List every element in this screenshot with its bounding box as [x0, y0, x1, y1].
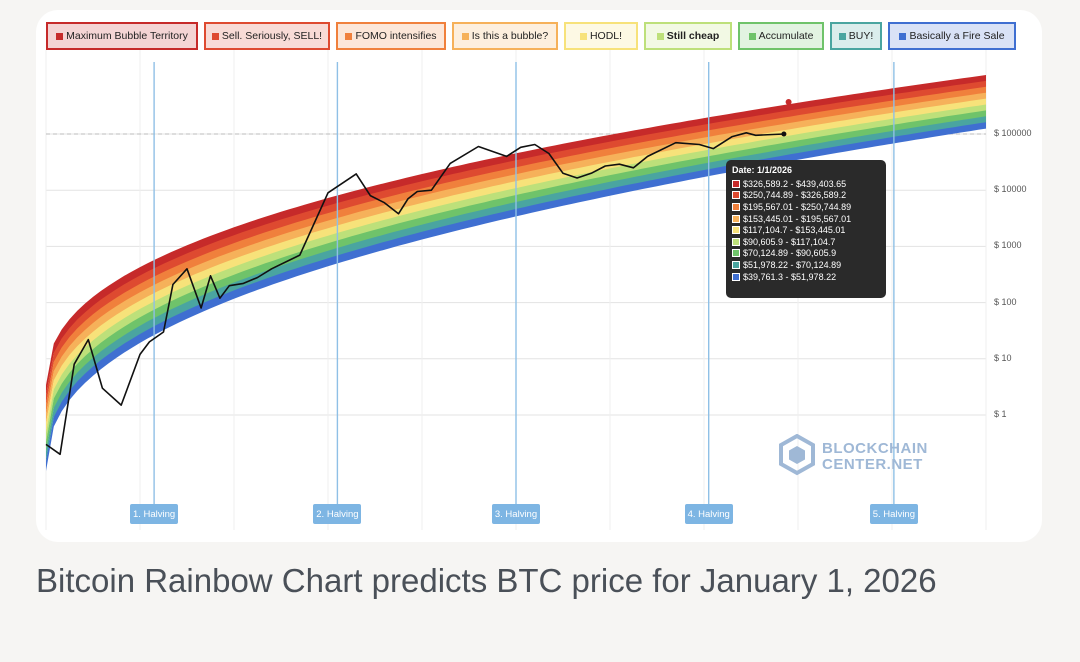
tooltip-swatch: [732, 226, 740, 235]
legend-item-7[interactable]: Accumulate: [738, 22, 824, 50]
tooltip-range: $153,445.01 - $195,567.01: [743, 213, 852, 224]
tooltip-row: $117,104.7 - $153,445.01: [732, 224, 880, 236]
tooltip-swatch: [732, 272, 740, 281]
tooltip-row: $70,124.89 - $90,605.9: [732, 248, 880, 260]
y-tick-label: $ 100: [994, 296, 1017, 307]
legend-swatch: [211, 32, 219, 40]
band-2: [46, 80, 986, 405]
legend-item-1[interactable]: Maximum Bubble Territory: [46, 22, 198, 50]
tooltip-range: $250,744.89 - $326,589.2: [743, 190, 847, 201]
tooltip-ranges: $326,589.2 - $439,403.65 $250,744.89 - $3…: [732, 178, 880, 282]
legend-item-8[interactable]: BUY!: [830, 22, 882, 50]
cube-logo-icon: [779, 434, 815, 476]
legend-label: FOMO intensifies: [355, 30, 437, 42]
tooltip-row: $90,605.9 - $117,104.7: [732, 236, 880, 248]
legend-swatch: [56, 32, 64, 40]
y-tick-label: $ 10000: [994, 184, 1027, 195]
halving-label-3: 3. Halving: [492, 504, 540, 524]
chart-card: Maximum Bubble Territory Sell. Seriously,…: [36, 10, 1042, 542]
y-tick-label: $ 1000: [994, 240, 1022, 251]
band-5: [46, 98, 986, 433]
tooltip-swatch: [732, 237, 740, 246]
tooltip-range: $90,605.9 - $117,104.7: [743, 236, 836, 247]
legend-label: Maximum Bubble Territory: [66, 30, 188, 42]
tooltip-date: Date: 1/1/2026: [732, 165, 793, 175]
price-last-point: [781, 131, 787, 137]
band-9: [46, 122, 986, 471]
tooltip-swatch: [732, 191, 740, 200]
band-1: [46, 75, 986, 395]
tooltip-row: $250,744.89 - $326,589.2: [732, 190, 880, 202]
tooltip-swatch: [732, 260, 740, 269]
legend-label: Is this a bubble?: [471, 30, 549, 42]
caption: Bitcoin Rainbow Chart predicts BTC price…: [36, 562, 937, 599]
legend-swatch: [899, 32, 907, 40]
y-tick-label: $ 100000: [994, 128, 1032, 138]
forecast-point: [785, 99, 792, 105]
legend-item-9[interactable]: Basically a Fire Sale: [888, 22, 1016, 50]
tooltip-row: $153,445.01 - $195,567.01: [732, 213, 880, 225]
tooltip-row: $195,567.01 - $250,744.89: [732, 201, 880, 213]
tooltip-range: $117,104.7 - $153,445.01: [743, 225, 846, 236]
tooltip-row: $326,589.2 - $439,403.65: [732, 178, 880, 190]
legend-item-6[interactable]: Still cheap: [644, 22, 732, 50]
tooltip: Date: 1/1/2026 $326,589.2 - $439,403.65 $…: [726, 160, 886, 298]
logo-text-line1: BLOCKCHAIN: [822, 440, 928, 457]
legend-item-4[interactable]: Is this a bubble?: [452, 22, 558, 50]
legend-swatch: [656, 32, 664, 40]
y-tick-label: $ 10: [994, 352, 1012, 363]
halving-lines: [153, 62, 895, 506]
tooltip-swatch: [732, 179, 740, 188]
legend-item-2[interactable]: Sell. Seriously, SELL!: [204, 22, 330, 50]
legend-label: BUY!: [848, 30, 874, 42]
band-4: [46, 92, 986, 424]
legend-label: Still cheap: [666, 30, 720, 42]
legend-swatch: [579, 32, 587, 40]
legend-label: HODL!: [589, 30, 623, 42]
legend-swatch: [748, 32, 756, 40]
halving-label-1: 1. Halving: [130, 504, 179, 524]
tooltip-row: $51,978.22 - $70,124.89: [732, 259, 880, 271]
band-6: [46, 104, 986, 443]
legend-label: Sell. Seriously, SELL!: [221, 30, 323, 42]
logo-text-line2: CENTER.NET: [822, 456, 923, 473]
price-line: [45, 132, 784, 456]
legend-item-3[interactable]: FOMO intensifies: [336, 22, 446, 50]
legend-swatch: [345, 32, 353, 40]
tooltip-row: $39,761.3 - $51,978.22: [732, 271, 880, 283]
legend-swatch: [461, 32, 469, 40]
tooltip-range: $70,124.89 - $90,605.9: [743, 248, 837, 259]
halving-label-4: 4. Halving: [684, 504, 733, 524]
tooltip-swatch: [732, 214, 740, 223]
tooltip-range: $195,567.01 - $250,744.89: [743, 201, 852, 212]
legend-label: Accumulate: [758, 30, 814, 42]
rainbow-bands: [46, 75, 986, 471]
tooltip-swatch: [732, 202, 740, 211]
y-tick-label: $ 1: [994, 409, 1007, 419]
tooltip-swatch: [732, 249, 740, 258]
tooltip-range: $326,589.2 - $439,403.65: [743, 178, 847, 189]
blockchaincenter-logo: BLOCKCHAIN CENTER.NET: [778, 434, 938, 478]
tooltip-range: $51,978.22 - $70,124.89: [743, 259, 842, 270]
price-series: [45, 99, 792, 456]
band-7: [46, 110, 986, 453]
tooltip-range: $39,761.3 - $51,978.22: [743, 271, 837, 282]
halving-label-5: 5. Halving: [869, 504, 918, 524]
halving-label-2: 2. Halving: [313, 504, 362, 524]
rainbow-chart: [45, 50, 987, 530]
legend-label: Basically a Fire Sale: [909, 30, 1005, 42]
band-3: [46, 86, 986, 415]
legend-swatch: [838, 32, 846, 40]
legend-item-5[interactable]: HODL!: [564, 22, 638, 50]
band-8: [46, 116, 986, 462]
